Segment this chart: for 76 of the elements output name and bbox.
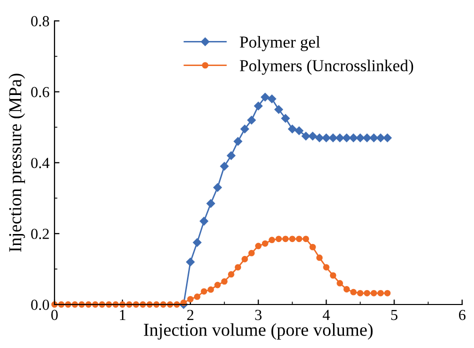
y-axis-title: Injection pressure (MPa) [8, 74, 25, 252]
point [247, 116, 256, 124]
point [376, 134, 385, 142]
point [254, 102, 263, 110]
point [260, 92, 270, 102]
point [343, 286, 350, 292]
point [322, 134, 330, 142]
point [248, 250, 255, 256]
point [268, 94, 276, 104]
point [323, 264, 330, 270]
point [377, 290, 384, 296]
point [350, 288, 357, 296]
point [200, 216, 208, 226]
point [220, 162, 229, 170]
point [384, 290, 391, 296]
point [302, 236, 310, 242]
point [214, 282, 221, 288]
point [357, 290, 364, 296]
point [383, 134, 392, 142]
point [192, 238, 202, 247]
point [289, 236, 296, 242]
point [194, 294, 200, 300]
point [316, 254, 323, 261]
point [356, 134, 364, 142]
y-tick-label: 0.6 [31, 86, 50, 98]
point [187, 296, 194, 302]
point [282, 236, 289, 242]
point [206, 199, 216, 208]
point [276, 236, 282, 242]
point [309, 244, 316, 250]
point [370, 290, 378, 296]
point [234, 264, 242, 270]
x-tick-label: 0 [51, 310, 58, 320]
point [370, 134, 378, 142]
point [200, 288, 208, 295]
point [330, 272, 336, 279]
point [281, 114, 290, 123]
y-tick-label: 0.0 [31, 300, 50, 310]
x-tick-label: 5 [391, 310, 398, 320]
point [362, 134, 372, 142]
x-axis-title: Injection volume (pore volume) [144, 323, 373, 340]
point [294, 126, 304, 136]
point [336, 280, 344, 286]
y-tick-label: 0.8 [31, 16, 50, 26]
x-tick-label: 3 [255, 310, 262, 320]
point [364, 290, 370, 296]
x-tick-label: 2 [187, 310, 194, 320]
y-tick-label: 0.4 [31, 158, 50, 168]
point [240, 124, 249, 134]
point [242, 256, 248, 262]
point [336, 134, 344, 142]
x-tick-label: 1 [120, 310, 126, 320]
point [288, 124, 297, 134]
point [186, 258, 195, 266]
point [262, 240, 268, 247]
y-tick-label: 0.2 [31, 228, 49, 240]
point [213, 183, 222, 192]
legend-label: Polymers (Uncrosslinked) [240, 60, 414, 75]
point [255, 242, 262, 250]
point [274, 105, 283, 114]
point [328, 134, 338, 142]
point [308, 132, 317, 140]
point [226, 151, 236, 160]
x-tick-label: 6 [458, 310, 466, 320]
point [296, 236, 302, 242]
x-tick-label: 4 [322, 310, 330, 320]
point [268, 236, 276, 244]
point [342, 134, 351, 142]
point [221, 278, 228, 285]
point [208, 286, 214, 293]
point [302, 132, 310, 140]
point [228, 271, 234, 278]
point [315, 134, 324, 142]
point [349, 134, 358, 142]
legend-label: Polymer gel [240, 36, 320, 52]
point [234, 137, 242, 146]
